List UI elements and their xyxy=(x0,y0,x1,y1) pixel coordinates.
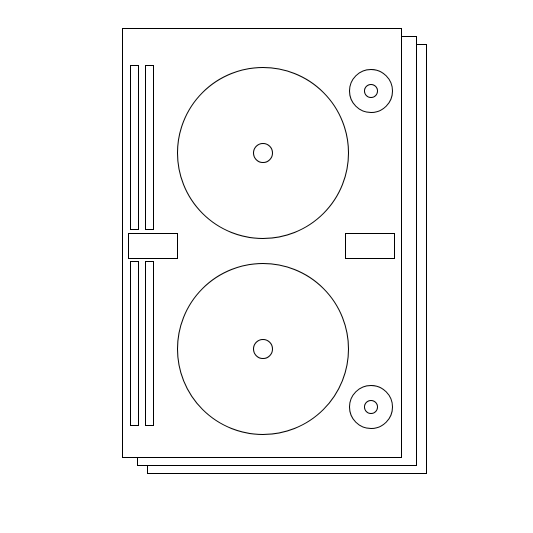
spine-label-2 xyxy=(130,261,139,426)
spine-label-1 xyxy=(145,65,154,230)
spine-label-0 xyxy=(130,65,139,230)
sheet-front xyxy=(122,28,402,458)
hub-hole-0 xyxy=(364,84,378,98)
tab-label-0 xyxy=(128,233,178,259)
spine-label-3 xyxy=(145,261,154,426)
disc-hole-0 xyxy=(253,143,273,163)
shapes-layer xyxy=(123,29,401,457)
disc-hole-1 xyxy=(253,339,273,359)
label-template-diagram xyxy=(0,0,533,533)
hub-hole-1 xyxy=(364,400,378,414)
tab-label-1 xyxy=(345,233,395,259)
